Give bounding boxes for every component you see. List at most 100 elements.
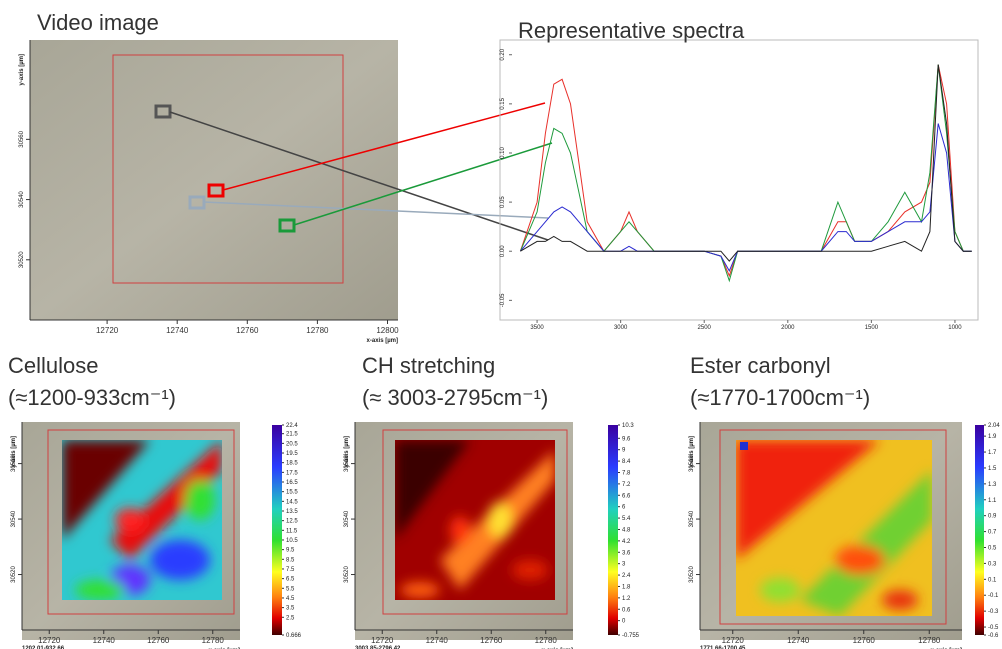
range-label: 1771.66-1700.45 — [700, 646, 746, 649]
x-tick-label: 12740 — [166, 326, 189, 335]
colorbar-label: 1.5 — [988, 466, 997, 472]
x-tick-label: 12780 — [306, 326, 329, 335]
colorbar — [975, 425, 984, 635]
colorbar — [272, 425, 282, 635]
colorbar-label: 1.3 — [988, 482, 997, 488]
y-tick-label: 30560 — [689, 455, 695, 472]
x-tick-label: 12760 — [853, 636, 876, 645]
colorbar-label: 5.5 — [286, 586, 295, 592]
x-tick-label: 12720 — [96, 326, 119, 335]
colorbar-label: 4.5 — [286, 596, 295, 602]
marker — [207, 183, 225, 198]
colorbar-label: 10.5 — [286, 538, 298, 544]
colorbar-label: 1.8 — [622, 584, 631, 590]
spectrum-line — [519, 64, 972, 283]
colorbar-label: 2.04 — [988, 423, 1000, 429]
colorbar-label: 6 — [622, 505, 626, 511]
x-tick-label: 12780 — [202, 636, 225, 645]
x-tick-label: 12720 — [722, 636, 745, 645]
heatmap — [395, 440, 555, 600]
x-tick-label: 12740 — [787, 636, 810, 645]
marker — [278, 218, 296, 233]
plot-frame — [499, 39, 979, 321]
x-tick-label: 12720 — [38, 636, 61, 645]
colorbar-label: 22.4 — [286, 423, 298, 429]
y-tick-label: 30560 — [11, 455, 17, 472]
colorbar-label: 9 — [622, 448, 626, 454]
x-tick-label: 12740 — [426, 636, 449, 645]
colorbar-label: 7.5 — [286, 567, 295, 573]
colorbar-label: 6.6 — [622, 493, 631, 499]
video-image — [30, 40, 398, 320]
x-tick-label: 3000 — [614, 325, 628, 331]
roi — [719, 429, 947, 625]
colorbar-label: 2.4 — [622, 573, 631, 579]
heatmap — [736, 440, 932, 616]
layout — [22, 39, 984, 640]
colorbar-label: 3.6 — [622, 550, 631, 556]
colorbar-label: 10.3 — [622, 423, 634, 429]
x-tick-label: 12760 — [147, 636, 170, 645]
colorbar-label: 3 — [622, 562, 626, 568]
x-tick-label: 3500 — [530, 325, 544, 331]
y-tick-label: 0.10 — [500, 146, 506, 158]
heatmap — [62, 440, 222, 600]
y-tick-label: 30520 — [11, 566, 17, 583]
colorbar-label: 8.4 — [622, 459, 631, 465]
y-tick-label: 30520 — [19, 251, 25, 268]
colorbar-label: 0.9 — [988, 514, 997, 520]
y-tick-label: 30560 — [19, 130, 25, 147]
x-tick-label: 12760 — [236, 326, 259, 335]
colorbar-label: 9.5 — [286, 548, 295, 554]
y-tick-label: -0.05 — [500, 293, 506, 307]
colorbar-label: 0.3 — [988, 561, 997, 567]
colorbar-label: 7.2 — [622, 482, 631, 488]
colorbar-label: 9.6 — [622, 436, 631, 442]
colorbar-label: -0.3 — [988, 609, 999, 615]
panel-title: Ester carbonyl — [690, 353, 831, 378]
colorbar-label: 5.4 — [622, 516, 631, 522]
colorbar-label: 0 — [622, 619, 626, 625]
roi — [47, 429, 235, 615]
x-tick-label: 12800 — [376, 326, 399, 335]
x-tick-label: 12760 — [480, 636, 503, 645]
roi — [112, 54, 344, 284]
spectrum-line — [519, 64, 972, 278]
y-axis-label: y-axis [µm] — [19, 54, 25, 85]
colorbar-label: 0.5 — [988, 546, 997, 552]
colorbar-label: 16.5 — [286, 480, 298, 486]
x-tick-label: 1500 — [865, 325, 879, 331]
x-tick-label: 12780 — [918, 636, 941, 645]
y-tick-label: 30520 — [344, 566, 350, 583]
connector — [293, 142, 553, 226]
colorbar-label: -0.5 — [988, 625, 999, 631]
colorbar-label: 21.5 — [286, 432, 298, 438]
colorbar-label: 1.7 — [988, 450, 997, 456]
panel-title: Representative spectra — [518, 18, 745, 43]
x-tick-label: 1000 — [948, 325, 962, 331]
x-tick-label: 2000 — [781, 325, 795, 331]
colorbar-label: 14.5 — [286, 499, 298, 505]
colorbar-label: 6.5 — [286, 577, 295, 583]
colorbar-label: 7.8 — [622, 470, 631, 476]
panel-subtitle: (≈1200-933cm⁻¹) — [8, 385, 176, 410]
colorbar — [608, 425, 618, 635]
colorbar-label: -0.1 — [988, 593, 999, 599]
panel-title: Video image — [37, 10, 159, 35]
colorbar-label: 13.5 — [286, 509, 298, 515]
colorbar-label: 1.1 — [988, 498, 997, 504]
range-label: 3003.85-2796.42 — [355, 646, 401, 649]
colorbar-label: 20.5 — [286, 441, 298, 447]
colorbar-label: -0.755 — [622, 633, 640, 639]
colorbar-label: 1.2 — [622, 596, 631, 602]
spectrum-line — [520, 123, 972, 273]
x-tick-label: 12720 — [371, 636, 394, 645]
colorbar-label: 0.7 — [988, 530, 997, 536]
colorbar-label: -0.6 — [988, 633, 999, 639]
colorbar-label: 12.5 — [286, 519, 298, 525]
y-tick-label: 30540 — [19, 191, 25, 208]
y-axis-label: y-axis [µm] — [11, 436, 17, 467]
x-tick-label: 12740 — [93, 636, 116, 645]
y-tick-label: 0.05 — [500, 196, 506, 208]
